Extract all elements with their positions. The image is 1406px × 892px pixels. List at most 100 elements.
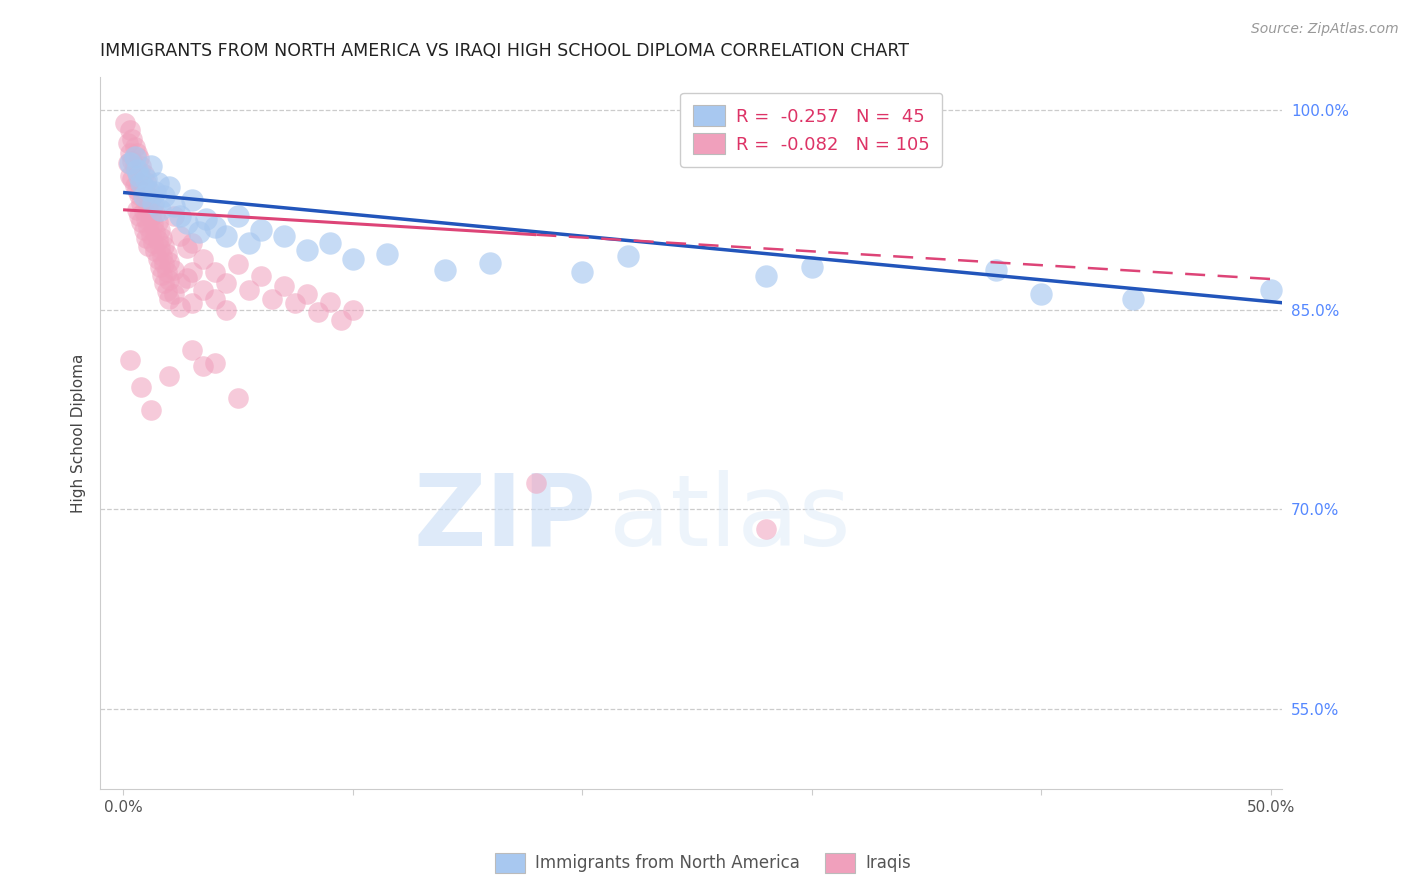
Point [524,475,547,490]
Point [118,169,141,184]
Point [139,191,162,205]
Point [238,283,260,297]
Point [194,212,217,227]
Point [1031,286,1053,301]
Point [262,292,284,306]
Point [124,178,146,193]
Point [162,262,184,277]
Point [617,249,640,263]
Point [204,356,226,370]
Point [125,183,148,197]
Point [800,260,823,274]
Point [150,231,173,245]
Point [156,284,179,298]
Point [375,246,398,260]
Point [118,123,141,137]
Point [125,145,148,160]
Legend: R =  -0.257   N =  45, R =  -0.082   N = 105: R = -0.257 N = 45, R = -0.082 N = 105 [681,93,942,167]
Point [157,273,180,287]
Point [273,229,295,244]
Point [131,380,153,394]
Point [135,175,157,189]
Point [121,172,143,186]
Point [162,210,184,224]
Point [330,313,353,327]
Point [125,202,148,217]
Point [131,178,153,192]
Point [1260,283,1282,297]
Point [153,189,176,203]
Point [132,204,155,219]
Point [132,223,155,237]
Point [135,212,157,227]
Point [433,262,456,277]
Point [131,176,153,190]
Point [204,292,226,306]
Point [181,265,204,279]
Point [149,260,172,274]
Point [143,207,166,221]
Point [124,159,146,173]
Point [131,196,153,211]
Point [128,169,150,184]
Point [181,236,204,251]
Point [176,270,198,285]
Point [138,183,160,197]
Point [128,210,150,224]
Point [142,199,165,213]
Point [149,223,172,237]
Point [156,265,179,279]
Point [181,194,204,208]
Point [169,229,191,244]
Point [307,305,329,319]
Point [984,262,1007,277]
Point [117,136,139,151]
Point [187,226,209,240]
Point [143,244,166,258]
Point [162,286,184,301]
Point [149,241,172,255]
Point [142,196,165,211]
Point [142,236,165,251]
Point [169,210,191,224]
Legend: Immigrants from North America, Iraqis: Immigrants from North America, Iraqis [488,847,918,880]
Point [125,165,148,179]
Point [342,302,364,317]
Point [138,183,160,197]
Point [150,249,173,263]
Point [193,283,215,297]
Point [319,294,342,309]
Point [153,276,176,290]
Point [139,210,162,224]
Point [295,286,318,301]
Point [132,167,155,181]
Point [226,257,249,271]
Point [132,186,155,200]
Point [153,238,176,252]
Point [157,180,180,194]
Point [132,189,155,203]
Point [146,234,169,248]
Point [143,226,166,240]
Point [138,202,160,216]
Point [128,169,150,184]
Text: Source: ZipAtlas.com: Source: ZipAtlas.com [1251,22,1399,37]
Point [135,172,157,186]
Point [157,254,180,268]
Point [181,296,204,310]
Point [135,231,157,245]
Text: atlas: atlas [609,470,851,567]
Point [142,218,165,232]
Point [118,145,141,160]
Point [157,369,180,384]
Point [139,402,162,417]
Point [215,229,238,244]
Text: IMMIGRANTS FROM NORTH AMERICA VS IRAQI HIGH SCHOOL DIPLOMA CORRELATION CHART: IMMIGRANTS FROM NORTH AMERICA VS IRAQI H… [100,42,910,60]
Point [238,236,260,251]
Point [226,210,249,224]
Point [204,265,226,279]
Point [204,220,226,235]
Point [124,140,146,154]
Point [121,153,143,168]
Point [125,162,148,177]
